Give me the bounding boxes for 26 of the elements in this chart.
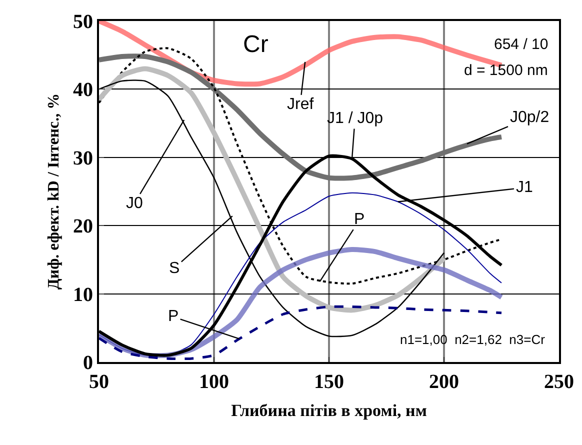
y-tick-label: 10 xyxy=(73,284,93,306)
line-series xyxy=(99,305,503,360)
y-tick-label: 30 xyxy=(73,147,93,170)
annotation: Cr xyxy=(243,31,268,58)
annotation: J0 xyxy=(126,195,143,212)
annotation: d = 1500 nm xyxy=(464,62,548,79)
y-tick-label: 50 xyxy=(73,11,93,33)
y-tick-label: 40 xyxy=(73,79,93,102)
y-tick-label: 20 xyxy=(73,216,93,238)
x-tick-label: 50 xyxy=(89,371,109,393)
y-tick-label: 0 xyxy=(83,352,93,374)
annotation: J0p/2 xyxy=(510,109,550,126)
annotation: J1 xyxy=(516,179,533,196)
x-tick-label: 200 xyxy=(429,371,459,393)
annotation: n1=1,00 n2=1,62 n3=Cr xyxy=(400,332,546,347)
y-axis-title: Диф. ефект. kD / Інтенс., % xyxy=(45,93,62,290)
annotation: 654 / 10 xyxy=(494,36,548,53)
annotation: P xyxy=(168,308,179,325)
annotation: Jref xyxy=(287,96,314,113)
x-tick-label: 100 xyxy=(199,371,229,393)
annotation: P xyxy=(354,211,365,228)
x-tick-label: 150 xyxy=(314,371,344,393)
annotation: S xyxy=(169,260,180,277)
x-axis-title: Глибина пітів в хромі, нм xyxy=(231,400,428,420)
x-tick-label: 250 xyxy=(544,371,574,393)
annotation: J1 / J0p xyxy=(327,110,384,127)
